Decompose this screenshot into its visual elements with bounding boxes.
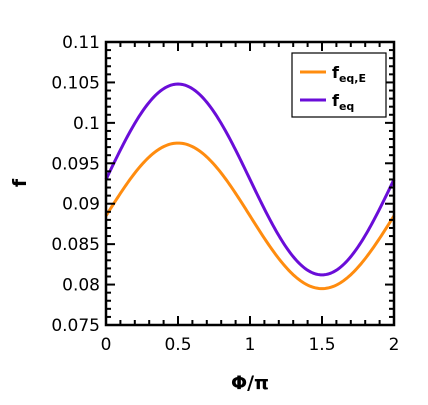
legend: feq,E feq <box>291 52 387 118</box>
y-tick-label: 0.09 <box>62 195 100 215</box>
plot-lines <box>104 82 396 291</box>
y-tick-label: 0.075 <box>51 316 100 336</box>
x-tick-label: 1 <box>245 335 256 355</box>
x-tick-label: 0.5 <box>164 335 191 355</box>
series-line-2 <box>104 82 396 277</box>
legend-label-series-2: feq <box>332 91 354 113</box>
y-tick-label: 0.11 <box>62 33 100 53</box>
series-line-1 <box>104 141 396 291</box>
y-tick-label: 0.08 <box>62 276 100 296</box>
y-tick-label: 0.105 <box>51 73 100 93</box>
y-tick-label: 0.095 <box>51 154 100 174</box>
axis-tick-labels: 0 0.5 1 1.5 2 0.075 0.08 0.085 0.09 0.095 0.1 0.105… <box>51 33 399 355</box>
y-tick-label: 0.1 <box>73 114 100 134</box>
legend-box <box>291 52 387 118</box>
x-tick-label: 2 <box>389 335 400 355</box>
x-axis-title: Φ/π <box>231 372 269 394</box>
x-tick-label: 0 <box>101 335 112 355</box>
y-tick-label: 0.085 <box>51 235 100 255</box>
axis-ticks <box>105 41 395 326</box>
y-axis-title: f <box>9 178 31 187</box>
x-tick-label: 1.5 <box>308 335 335 355</box>
legend-label-series-1: feq,E <box>332 63 366 85</box>
